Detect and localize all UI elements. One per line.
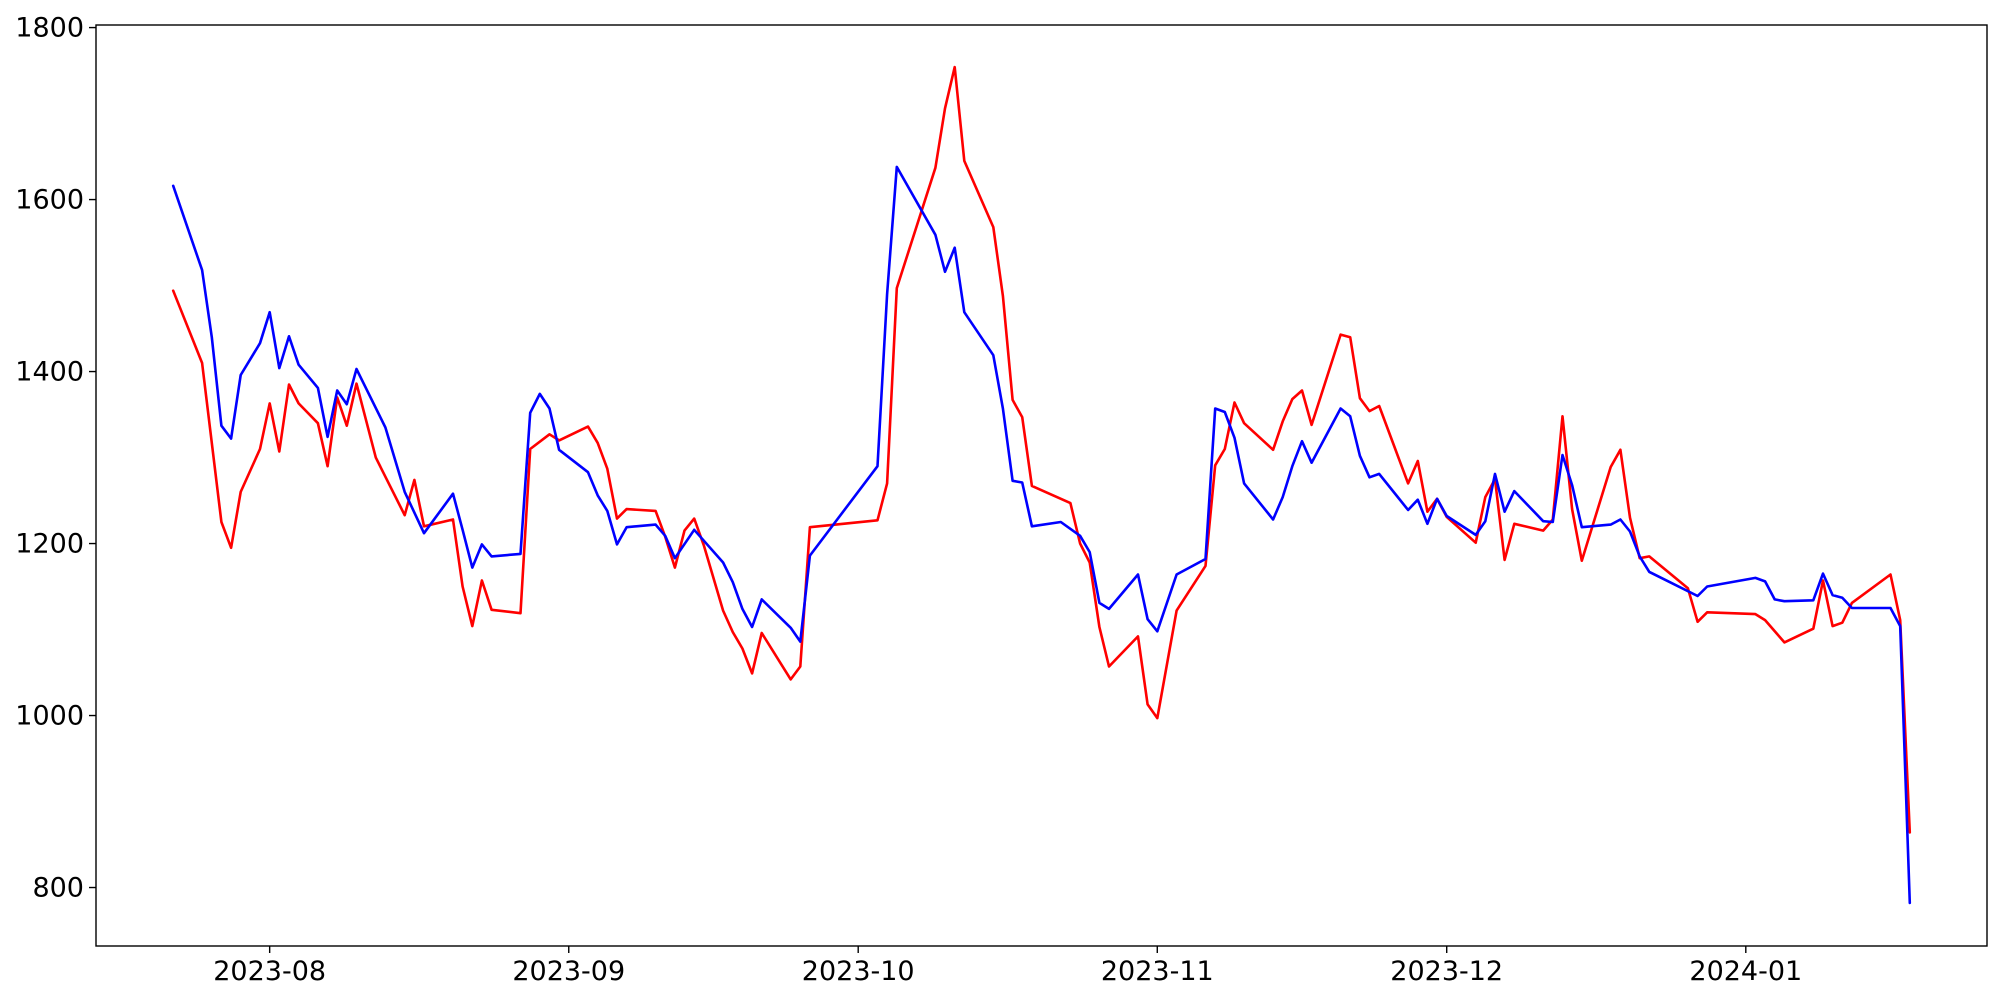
y-tick-label: 800 — [32, 873, 84, 904]
y-tick-label: 1600 — [15, 185, 84, 216]
x-tick-label: 2023-08 — [213, 956, 326, 987]
y-axis: 800 1000 1200 1400 1600 1800 — [15, 13, 96, 904]
y-tick-label: 1400 — [15, 357, 84, 388]
y-tick-label: 1200 — [15, 529, 84, 560]
x-tick-label: 2023-11 — [1101, 956, 1214, 987]
series-line-2 — [171, 165, 1912, 905]
y-tick-label: 1000 — [15, 701, 84, 732]
x-tick-label: 2023-12 — [1390, 956, 1503, 987]
series-line-1 — [171, 65, 1912, 834]
x-axis: 2023-08 2023-09 2023-10 2023-11 2023-12 2024-… — [213, 946, 1802, 987]
plot-area — [95, 24, 1988, 947]
series-layer — [171, 65, 1912, 905]
y-tick-label: 1800 — [15, 13, 84, 44]
x-tick-label: 2023-10 — [802, 956, 915, 987]
x-tick-label: 2024-01 — [1689, 956, 1802, 987]
x-tick-label: 2023-09 — [512, 956, 625, 987]
